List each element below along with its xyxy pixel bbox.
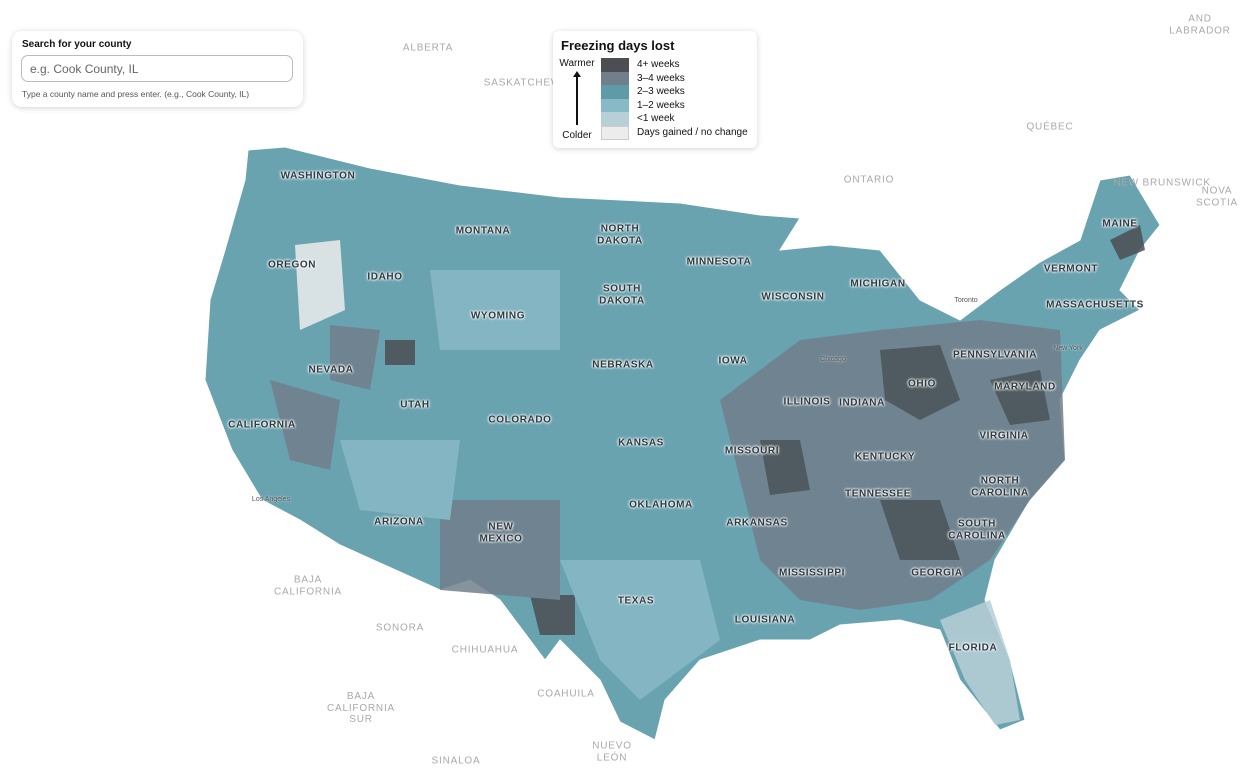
legend-swatch [601,58,629,72]
legend-swatch [601,98,629,113]
legend-warmer: Warmer [559,58,595,69]
region-fill [760,440,810,495]
legend-label: 2–3 weeks [637,86,685,98]
region-fill [385,340,415,365]
legend-swatch [601,71,629,86]
legend-title: Freezing days lost [561,38,675,53]
region-fill [1110,225,1145,260]
search-panel: Search for your county Type a county nam… [12,31,303,107]
region-fill [440,500,560,600]
region-fill [990,370,1050,425]
region-fill [880,345,960,420]
search-label: Search for your county [22,39,132,50]
region-fill [530,595,575,635]
region-fill [560,560,720,700]
legend-label: Days gained / no change [637,127,748,138]
region-fill [720,320,1065,610]
legend-swatch [601,85,629,99]
region-fill [295,240,345,330]
legend-label: 1–2 weeks [637,99,685,111]
legend-label: <1 week [637,113,675,125]
legend-swatch [601,126,629,140]
legend: Freezing days lost Warmer Colder 4+ week… [553,31,757,148]
legend-label: 4+ weeks [637,59,680,70]
region-fill [270,380,340,470]
legend-colder: Colder [562,130,592,141]
region-fill [880,500,960,560]
region-fill [330,325,380,390]
search-input[interactable] [21,55,293,82]
legend-swatch [601,112,629,126]
legend-arrow [576,74,578,125]
search-hint: Type a county name and press enter. (e.g… [22,89,250,99]
region-fill [430,270,560,350]
county-shading [270,225,1145,725]
region-fill [940,600,1020,725]
region-fill [340,440,460,520]
legend-label: 3–4 weeks [637,72,685,84]
